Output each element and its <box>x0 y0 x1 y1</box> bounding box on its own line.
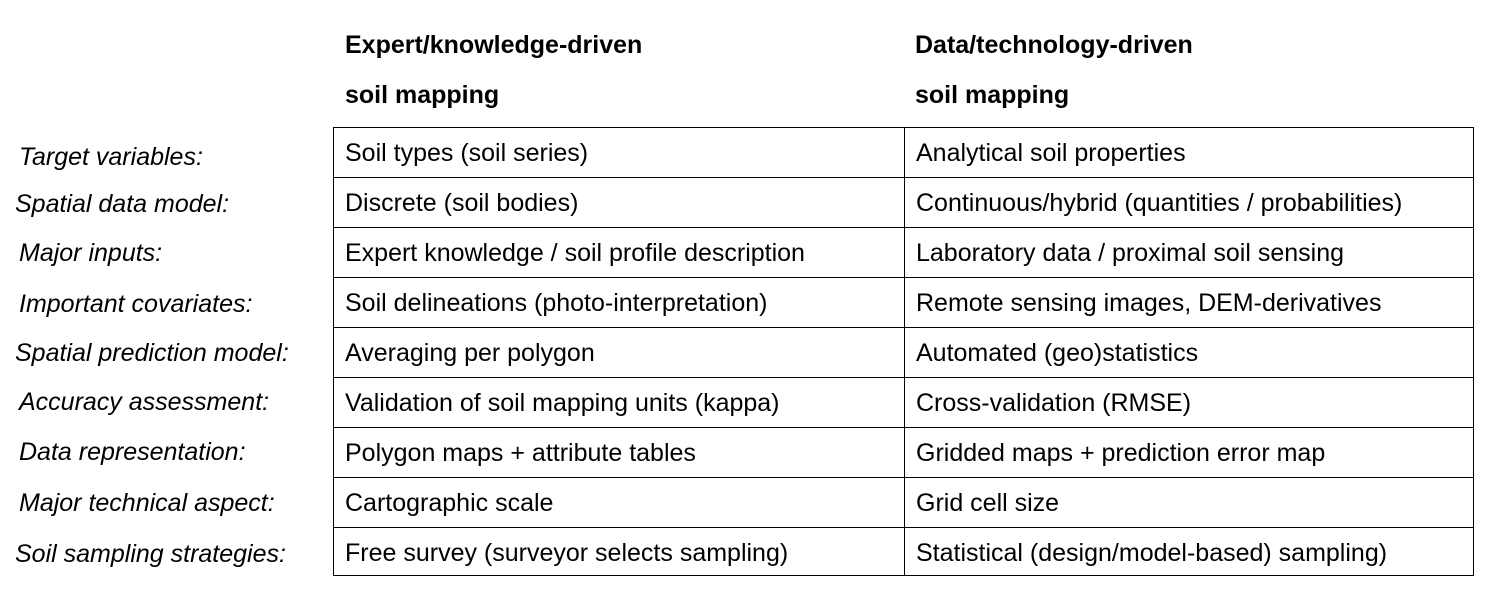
column-header-data-driven: Data/technology-driven soil mapping <box>915 20 1193 120</box>
column-header-expert-line-2: soil mapping <box>345 81 500 109</box>
table-cell-expert: Free survey (surveyor selects sampling) <box>345 539 789 567</box>
table-cell-data: Analytical soil properties <box>916 139 1186 167</box>
row-divider <box>334 477 1473 478</box>
row-label: Spatial prediction model: <box>15 339 289 367</box>
column-header-data-line-1: Data/technology-driven <box>915 31 1193 59</box>
row-label: Target variables: <box>19 143 203 171</box>
row-label: Spatial data model: <box>15 190 230 218</box>
row-label: Major inputs: <box>19 239 163 267</box>
table-cell-data: Grid cell size <box>916 489 1060 517</box>
table-cell-expert: Expert knowledge / soil profile descript… <box>345 239 805 267</box>
row-divider <box>334 277 1473 278</box>
table-cell-data: Automated (geo)statistics <box>916 339 1199 367</box>
table-cell-expert: Polygon maps + attribute tables <box>345 439 696 467</box>
column-header-expert-line-1: Expert/knowledge-driven <box>345 31 643 59</box>
table-cell-data: Remote sensing images, DEM-derivatives <box>916 289 1382 317</box>
row-divider <box>334 327 1473 328</box>
row-divider <box>334 427 1473 428</box>
table-cell-expert: Validation of soil mapping units (kappa) <box>345 389 780 417</box>
table-cell-expert: Averaging per polygon <box>345 339 595 367</box>
table-cell-data: Laboratory data / proximal soil sensing <box>916 239 1345 267</box>
row-label: Data representation: <box>19 438 246 466</box>
table-cell-data: Gridded maps + prediction error map <box>916 439 1326 467</box>
column-divider <box>904 128 905 575</box>
row-label: Soil sampling strategies: <box>15 540 286 568</box>
table-cell-expert: Soil delineations (photo-interpretation) <box>345 289 768 317</box>
table-cell-data: Cross-validation (RMSE) <box>916 389 1192 417</box>
row-label: Important covariates: <box>19 290 253 318</box>
row-divider <box>334 177 1473 178</box>
row-label: Accuracy assessment: <box>19 388 270 416</box>
table-cell-data: Statistical (design/model-based) samplin… <box>916 539 1388 567</box>
table-cell-expert: Soil types (soil series) <box>345 139 589 167</box>
row-divider <box>334 377 1473 378</box>
table-cell-expert: Discrete (soil bodies) <box>345 189 579 217</box>
row-label: Major technical aspect: <box>19 489 275 517</box>
column-header-data-line-2: soil mapping <box>915 81 1070 109</box>
table-cell-expert: Cartographic scale <box>345 489 554 517</box>
row-divider <box>334 527 1473 528</box>
comparison-table: Soil types (soil series) Analytical soil… <box>333 127 1474 576</box>
row-divider <box>334 227 1473 228</box>
column-header-expert-driven: Expert/knowledge-driven soil mapping <box>345 20 642 120</box>
table-cell-data: Continuous/hybrid (quantities / probabil… <box>916 189 1403 217</box>
